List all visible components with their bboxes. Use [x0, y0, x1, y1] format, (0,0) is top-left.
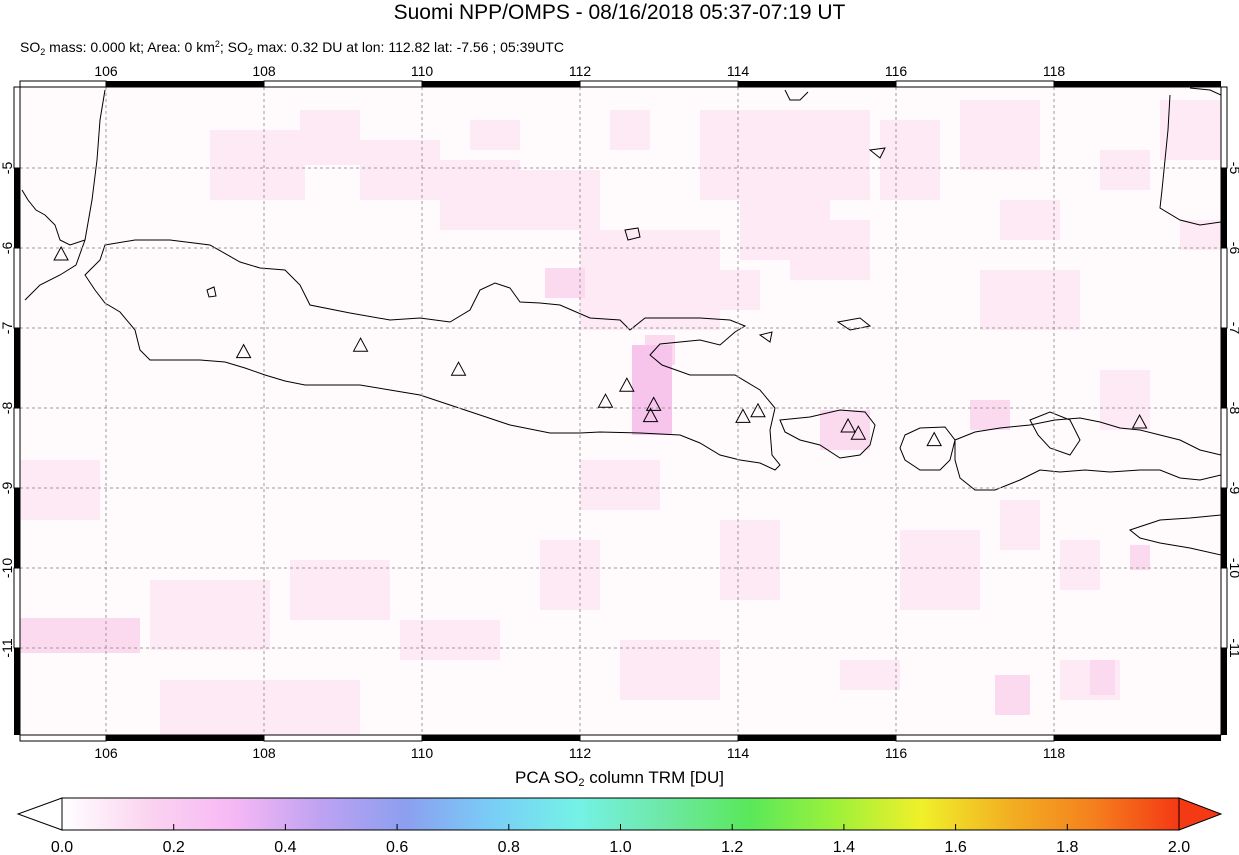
volcano-marker: [642, 407, 659, 423]
volcano-marker: [750, 402, 766, 418]
colorbar-tick-label: 0.6: [386, 839, 408, 855]
lon-label: 114: [727, 745, 750, 760]
colorbar-tick-label: 0.8: [498, 839, 520, 855]
lat-label: -9: [0, 482, 15, 495]
lat-labels-left: -5 -6 -7 -8 -9 -10 -11: [0, 162, 15, 658]
colorbar-tick-label: 0.2: [163, 839, 185, 855]
lon-label: 118: [1043, 745, 1066, 760]
lat-label: -6: [1227, 242, 1239, 255]
volcano-marker: [645, 396, 662, 411]
volcano-marker: [235, 343, 252, 359]
lat-label: -5: [0, 162, 15, 175]
colorbar-tick-label: 1.6: [944, 839, 966, 855]
volcano-marker: [597, 393, 614, 408]
colorbar-tick-label: 1.8: [1056, 839, 1078, 855]
lat-label: -11: [0, 638, 15, 657]
volcano-markers: [53, 245, 1148, 447]
lon-label: 112: [569, 63, 592, 79]
colorbar-tick-label: 2.0: [1168, 839, 1190, 855]
colorbar-max-arrow: [1178, 797, 1223, 831]
colorbar-ticks: 0.0 0.2 0.4 0.6 0.8 1.0 1.2 1.4 1.6 1.8 2.0: [51, 824, 1190, 855]
volcano-marker: [1131, 413, 1148, 429]
lon-label: 116: [885, 63, 908, 79]
colorbar-tick-label: 1.0: [609, 839, 631, 855]
map-title: Suomi NPP/OMPS - 08/16/2018 05:37-07:19 …: [393, 1, 846, 24]
lon-label: 108: [252, 63, 276, 79]
lon-label: 110: [411, 63, 434, 79]
lat-label: -10: [0, 558, 15, 578]
so2-map: 106 108 110 112 114 116 118 106 108 110 …: [0, 63, 1239, 760]
volcano-marker: [926, 431, 943, 447]
lat-label: -9: [1227, 482, 1239, 495]
lat-label: -10: [1227, 558, 1239, 578]
volcano-marker: [840, 417, 856, 433]
lat-label: -7: [1227, 322, 1239, 335]
lat-label: -8: [1227, 402, 1239, 415]
lat-label: -6: [0, 242, 15, 255]
map-border: [13, 80, 1228, 742]
lon-label: 116: [885, 745, 908, 760]
lon-label: 110: [411, 745, 434, 760]
volcano-marker: [53, 245, 69, 261]
so2-summary: SO2 mass: 0.000 kt; Area: 0 km2; SO2 max…: [20, 39, 564, 57]
colorbar-gradient: [61, 797, 1180, 831]
lon-label: 112: [569, 745, 592, 760]
volcano-marker: [450, 361, 467, 376]
lon-label: 106: [94, 745, 118, 760]
volcano-marker: [352, 337, 369, 352]
colorbar-tick-label: 0.4: [274, 839, 296, 855]
colorbar-tick-label: 1.4: [833, 839, 855, 855]
lat-label: -7: [0, 322, 15, 335]
colorbar-tick-label: 0.0: [51, 839, 73, 855]
graticule: [20, 87, 1221, 735]
volcano-marker: [850, 425, 867, 440]
colorbar-tick-label: 1.2: [721, 839, 743, 855]
coastlines: [21, 87, 1221, 556]
lon-labels-bottom: 106 108 110 112 114 116 118: [94, 745, 1065, 760]
lat-label: -8: [0, 402, 15, 415]
lon-label: 108: [252, 745, 276, 760]
volcano-marker: [735, 408, 751, 423]
volcano-marker: [618, 377, 635, 392]
lat-labels-right: -5 -6 -7 -8 -9 -10 -11: [1227, 162, 1239, 658]
colorbar-label: PCA SO2 column TRM [DU]: [515, 768, 724, 789]
colorbar-min-arrow: [16, 797, 63, 831]
lon-label: 106: [94, 63, 118, 79]
lon-label: 114: [727, 63, 750, 79]
lon-labels-top: 106 108 110 112 114 116 118: [94, 63, 1065, 79]
lat-label: -5: [1227, 162, 1239, 175]
so2-pixel-field: [20, 100, 1221, 735]
lon-label: 118: [1043, 63, 1066, 79]
lat-label: -11: [1227, 638, 1239, 657]
